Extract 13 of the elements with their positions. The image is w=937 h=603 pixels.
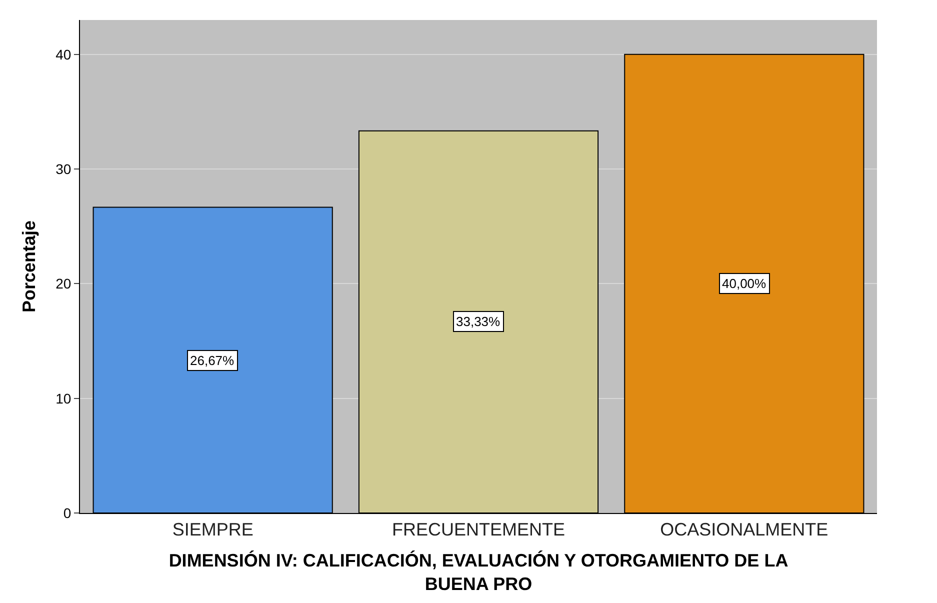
data-label: 26,67% (190, 353, 235, 368)
x-tick-label: SIEMPRE (172, 520, 254, 540)
x-tick-label: OCASIONALMENTE (660, 520, 828, 540)
y-tick-label: 10 (56, 390, 72, 406)
data-label: 33,33% (456, 314, 501, 329)
data-label: 40,00% (722, 276, 767, 291)
y-axis-title: Porcentaje (18, 220, 39, 313)
x-tick-label: FRECUENTEMENTE (392, 520, 566, 540)
x-axis-title: DIMENSIÓN IV: CALIFICACIÓN, EVALUACIÓN Y OTORGAMIENTO DE LA BUENA PRO (168, 550, 788, 594)
y-tick-label: 20 (56, 276, 72, 292)
y-tick-label: 0 (63, 504, 72, 521)
y-tick-label: 30 (56, 160, 72, 177)
y-tick-label: 40 (56, 46, 72, 62)
